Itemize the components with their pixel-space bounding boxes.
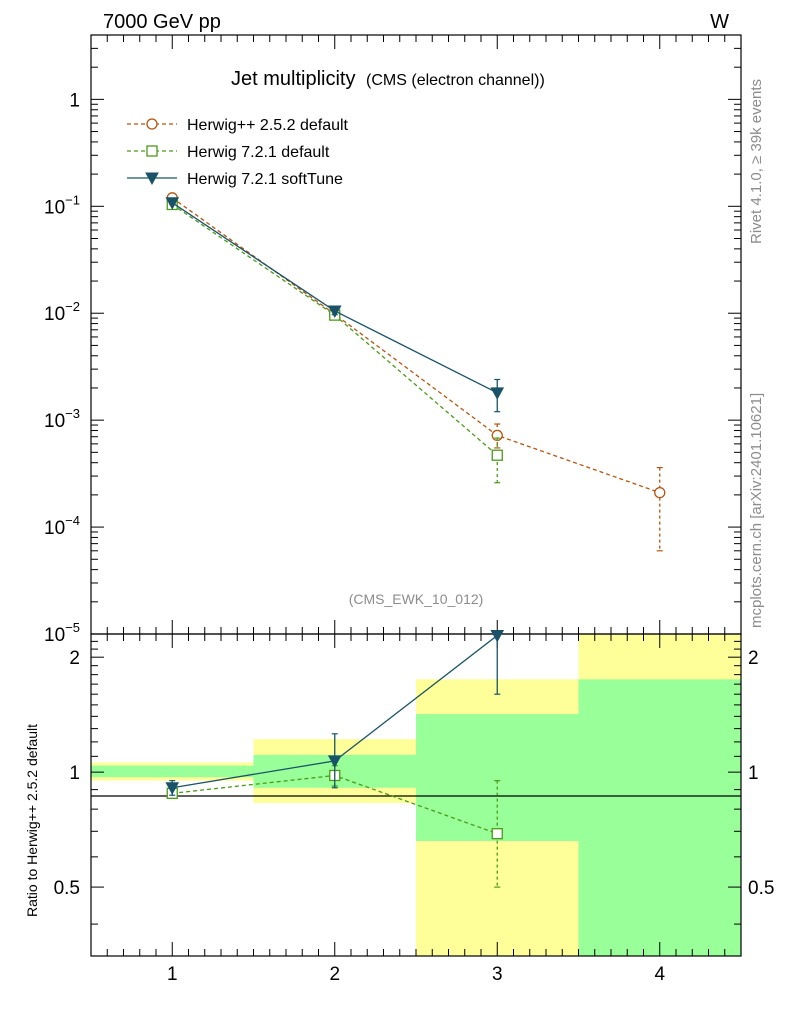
ratio-tick-label-right: 1 [748, 763, 759, 784]
x-tick-label: 3 [492, 964, 503, 985]
main-tick-label-exponent: −3 [65, 406, 80, 421]
main-tick-label-exponent: −5 [65, 620, 80, 635]
main-point [165, 197, 180, 210]
ratio-point [490, 629, 505, 643]
main-series-line [171, 203, 498, 456]
main-tick-label-exponent: −2 [65, 299, 80, 314]
main-tick-label-exponent: −1 [65, 192, 80, 207]
ratio-ylabel: Ratio to Herwig++ 2.5.2 default [24, 724, 40, 917]
rivet-label: Rivet 4.1.0, ≥ 39k events [748, 79, 765, 244]
main-y-axis: 110−110−210−310−410−5 [44, 34, 741, 646]
ratio-tick-label-left: 2 [69, 648, 80, 669]
main-tick-label: 10−4 [44, 513, 80, 539]
legend-entry-2: Herwig 7.2.1 default [127, 144, 330, 161]
main-tick-label-base: 10 [44, 625, 65, 646]
main-series-line [171, 202, 498, 394]
main-tick-label: 1 [69, 90, 80, 111]
ratio-y-axis: 0.5 0.5 1 1 2 2 [54, 640, 774, 925]
main-tick-label-base: 1 [69, 90, 80, 111]
ratio-uncertainty-bands [91, 634, 741, 956]
ratio-tick-label-left: 0.5 [54, 878, 80, 899]
ratio-tick-label-right: 2 [748, 648, 759, 669]
x-tick-label: 4 [654, 964, 665, 985]
main-series-line [171, 197, 660, 494]
ratio-tick-label-left: 1 [69, 763, 80, 784]
process-label: W [710, 11, 729, 33]
legend-label: Herwig++ 2.5.2 default [187, 117, 349, 134]
main-tick-label-base: 10 [44, 518, 65, 539]
ratio-band-green-4 [578, 679, 741, 956]
main-tick-label-base: 10 [44, 411, 65, 432]
chart-title-main: Jet multiplicity [231, 68, 355, 90]
chart-title-sub: (CMS (electron channel)) [366, 72, 545, 89]
ratio-band-green-3 [416, 713, 579, 842]
main-tick-label: 10−5 [44, 620, 80, 646]
x-tick-label: 2 [329, 964, 340, 985]
main-point [654, 486, 666, 499]
ratio-series-3 [165, 629, 505, 796]
legend-marker [145, 172, 159, 186]
x-tick-label: 1 [167, 964, 178, 985]
main-series-3 [165, 197, 505, 413]
main-tick-label-base: 10 [44, 304, 65, 325]
x-axis: 1 2 3 4 [106, 35, 726, 985]
ratio-point [327, 755, 342, 768]
ratio-point [491, 828, 503, 840]
main-series-group [165, 192, 666, 552]
legend: Herwig++ 2.5.2 default Herwig 7.2.1 defau… [127, 117, 349, 188]
legend-label: Herwig 7.2.1 default [187, 144, 330, 161]
mcplots-label: mcplots.cern.ch [arXiv:2401.10621] [748, 393, 765, 628]
ratio-series-group [165, 629, 505, 888]
chart-title: Jet multiplicity (CMS (electron channel)… [231, 68, 545, 90]
main-point [327, 305, 342, 319]
main-tick-label: 10−2 [44, 299, 80, 325]
legend-entry-3: Herwig 7.2.1 softTune [127, 171, 343, 188]
main-series-2 [166, 198, 503, 484]
main-tick-label: 10−3 [44, 406, 80, 432]
main-series-1 [166, 192, 666, 552]
ratio-point [165, 782, 180, 795]
ratio-tick-label-right: 0.5 [748, 878, 774, 899]
main-tick-label-base: 10 [44, 197, 65, 218]
main-point [491, 449, 503, 461]
ratio-band-green-1 [91, 765, 254, 778]
energy-label: 7000 GeV pp [103, 11, 221, 33]
main-tick-label-exponent: −4 [65, 513, 80, 528]
main-point [490, 387, 505, 400]
legend-label: Herwig 7.2.1 softTune [187, 171, 343, 188]
legend-marker [146, 118, 158, 130]
main-tick-label: 10−1 [44, 192, 80, 218]
analysis-id: (CMS_EWK_10_012) [349, 591, 484, 607]
legend-entry-1: Herwig++ 2.5.2 default [127, 117, 349, 134]
legend-marker [146, 145, 158, 157]
